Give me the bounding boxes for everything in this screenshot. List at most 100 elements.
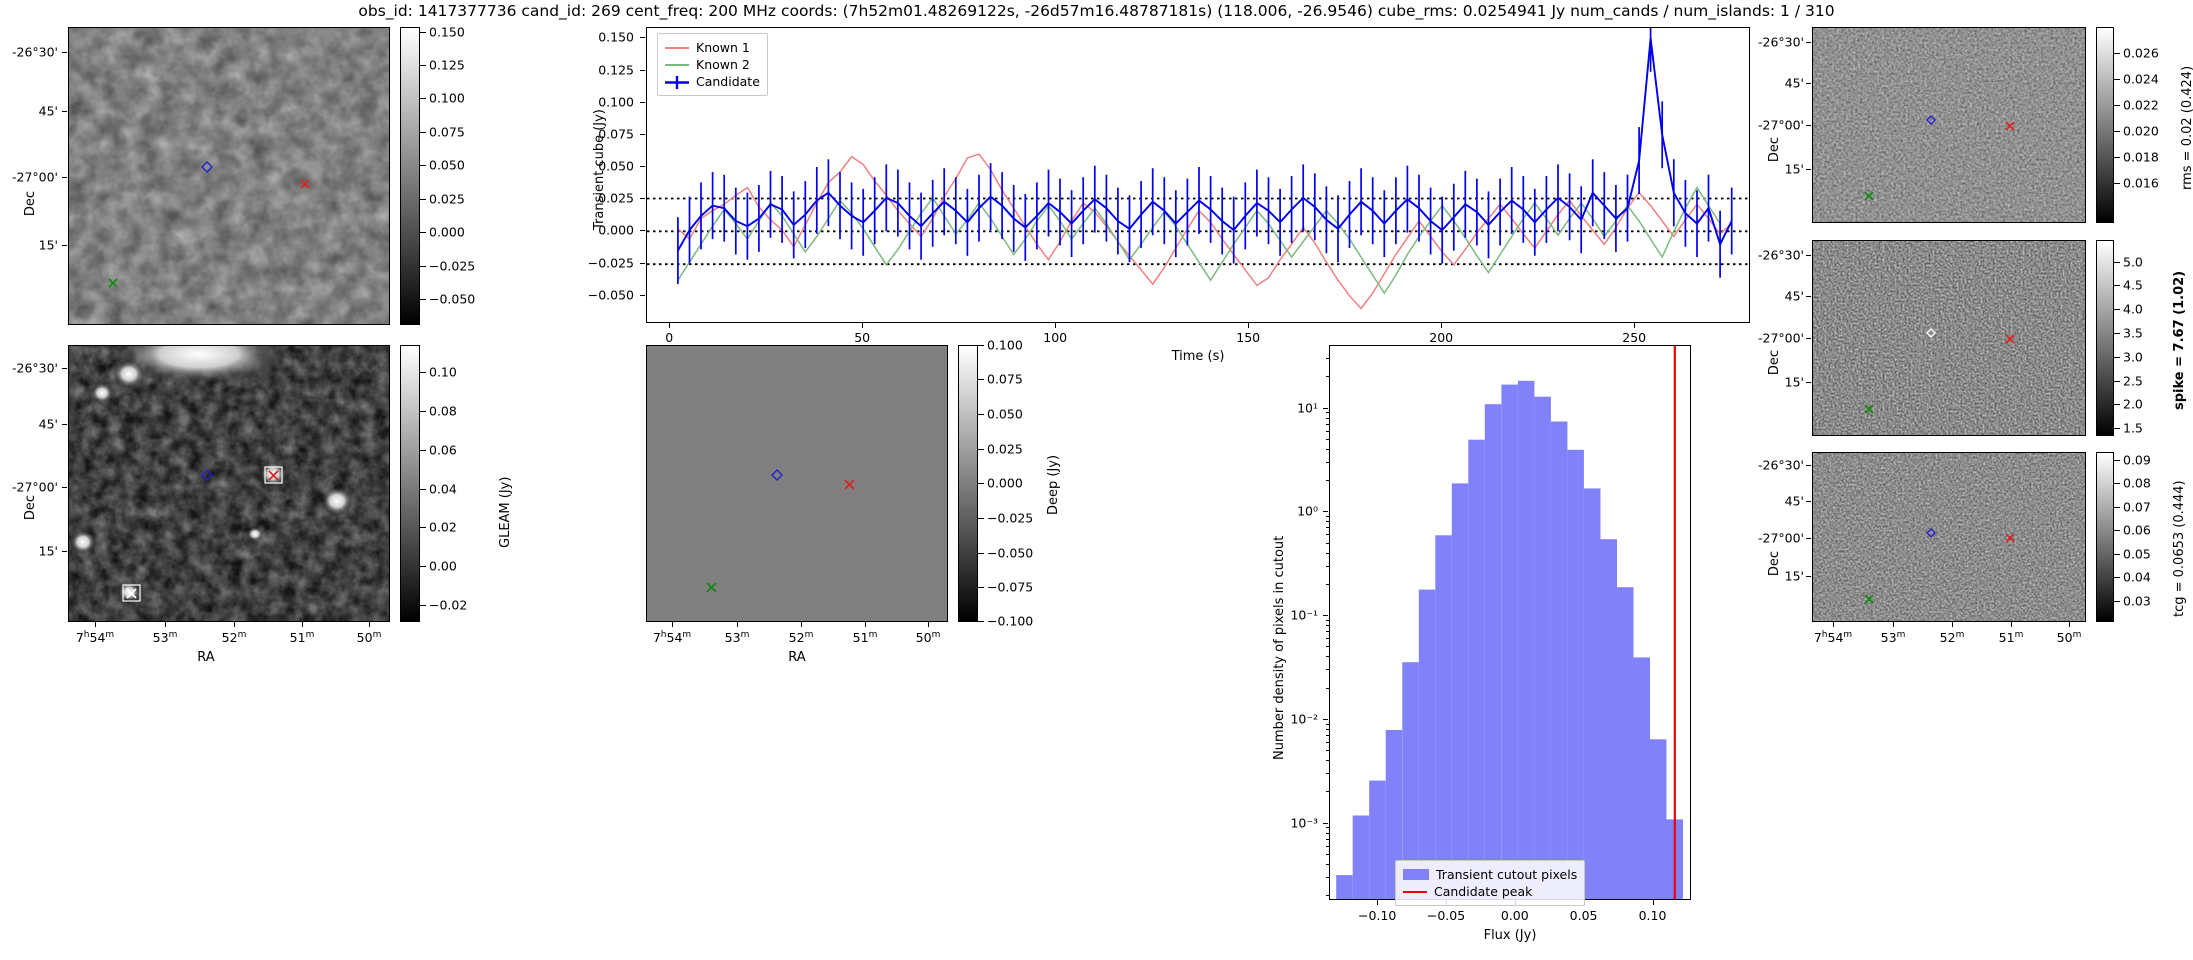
y-tick-label: 0.125 [598,62,634,77]
x-tick [1652,900,1654,905]
y-minor-tick [1326,552,1329,554]
deep-colorbar[interactable] [958,345,978,622]
tcg-colorbar[interactable] [2096,452,2114,622]
y-minor-tick [1326,791,1329,793]
transient-cutout-image[interactable] [68,27,390,325]
x-tick-label: 53m [1880,630,1906,646]
rms-colorbar[interactable] [2096,27,2114,223]
axis-label-ra: RA [788,650,806,665]
flux-histogram-plot[interactable] [1329,345,1691,900]
deep-colorbar-label: Deep (Jy) [1046,454,1061,515]
y-minor-tick [1326,376,1329,378]
y-minor-tick [1326,723,1329,725]
y-minor-tick [1326,853,1329,855]
figure-suptitle: obs_id: 1417377736 cand_id: 269 cent_fre… [358,2,1835,20]
y-tick [62,111,67,112]
y-tick-label: -26°30' [1757,457,1804,473]
y-minor-tick [1326,438,1329,440]
y-tick-label: −0.050 [587,287,634,303]
gleam-cutout-markers [122,466,283,602]
y-tick [62,551,67,552]
y-minor-tick [1326,760,1329,762]
y-tick [640,133,645,135]
x-tick-label: 51m [289,630,315,646]
y-tick [1806,501,1811,502]
x-tick-label: 52m [788,630,814,646]
y-minor-tick [1326,845,1329,847]
x-tick [234,622,235,627]
y-tick-label: 10¹ [1297,400,1318,415]
y-tick [1806,125,1811,126]
legend-item-known1[interactable]: Known 1 [665,39,760,56]
rms-map-image[interactable] [1812,27,2086,223]
lightcurve-x-label: Time (s) [1171,349,1225,364]
y-tick-label: -27°00' [11,479,58,495]
x-tick [1248,323,1250,328]
x-tick [1441,323,1443,328]
y-tick [640,294,645,296]
flux-histogram-legend[interactable]: Transient cutout pixels Candidate peak [1395,860,1586,906]
y-tick [640,69,645,71]
x-tick-label: 7h54m [652,630,692,646]
lightcurve-plot[interactable] [646,27,1750,323]
y-minor-tick [1326,583,1329,585]
x-tick [1634,323,1636,328]
x-tick [862,323,864,328]
axis-label-dec: Dec [1767,349,1783,376]
legend-label: Known 2 [696,57,750,72]
y-minor-tick [1326,619,1329,621]
gleam-colorbar[interactable] [400,345,420,622]
y-tick [1323,615,1328,617]
y-tick [1806,296,1811,297]
lightcurve-legend[interactable]: Known 1 Known 2 Candidate [657,33,768,96]
y-tick-label: -26°30' [11,44,58,60]
transient-cutout-markers [108,161,310,288]
y-minor-tick [1326,417,1329,419]
y-tick [62,368,67,369]
gleam-cutout-pixels [69,346,389,621]
x-tick [1833,622,1834,627]
y-tick-label: 15' [1784,374,1804,390]
x-tick [801,622,802,627]
spike-map-image[interactable] [1812,240,2086,436]
y-tick-label: -26°30' [1757,34,1804,50]
y-minor-tick [1326,430,1329,432]
transient-cutout-pixels [69,28,389,324]
y-tick [1806,255,1811,256]
y-tick-label: -26°30' [1757,247,1804,263]
y-tick-label: 45' [1784,493,1804,509]
y-tick-label: -26°30' [11,360,58,376]
y-tick-label: 0.075 [598,126,634,142]
y-tick-label: 45' [1784,288,1804,304]
x-tick [928,622,929,627]
y-tick-label: 15' [38,543,58,559]
legend-item-candidate[interactable]: Candidate [665,73,760,90]
y-minor-tick [1326,877,1329,878]
x-tick-label: 52m [221,630,247,646]
y-tick-label: 45' [38,416,58,432]
y-tick-label: 15' [1784,161,1804,177]
spike-colorbar[interactable] [2096,240,2114,436]
y-tick-label: −0.025 [587,255,634,270]
legend-item-cutout-pixels[interactable]: Transient cutout pixels [1403,866,1577,883]
y-minor-tick [1326,631,1329,633]
gleam-cutout-image[interactable] [68,345,390,622]
y-minor-tick [1326,516,1329,517]
y-tick [1323,407,1328,409]
flux-histogram-y-label: Number density of pixels in cutout [1272,535,1287,760]
y-tick-label: 0.000 [598,222,634,238]
x-tick-label: 53m [152,630,178,646]
tcg-map-image[interactable] [1812,452,2086,622]
spike-map-pixels [1813,241,2085,435]
legend-item-known2[interactable]: Known 2 [665,56,760,73]
x-tick [1055,323,1057,328]
deep-cutout-image[interactable] [646,345,948,622]
legend-item-candidate-peak[interactable]: Candidate peak [1403,883,1577,900]
y-tick-label: 0.150 [598,29,634,45]
y-minor-tick [1326,832,1329,834]
y-minor-tick [1326,534,1329,536]
x-tick-label: −0.10 [1358,908,1397,923]
transient-cutout-colorbar[interactable] [400,27,420,325]
y-tick-label: 10⁻² [1290,711,1318,727]
axis-label-dec: Dec [23,190,39,217]
